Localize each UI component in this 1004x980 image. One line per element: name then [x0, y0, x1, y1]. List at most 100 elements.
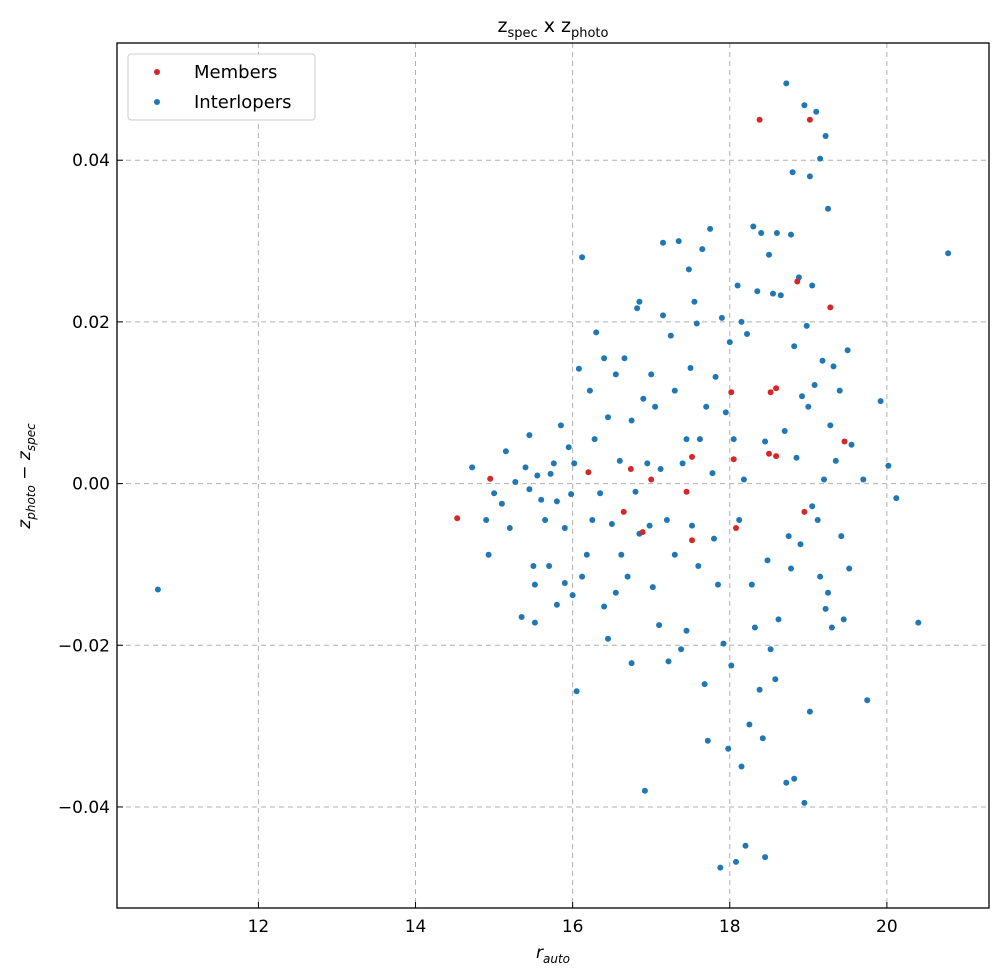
interloper-point — [785, 533, 792, 540]
y-tick-label: 0.04 — [72, 151, 110, 171]
y-tick-label: −0.04 — [58, 798, 110, 818]
interloper-point — [561, 525, 568, 531]
interloper-point — [793, 454, 800, 461]
interloper-point — [734, 282, 741, 289]
interloper-point — [687, 365, 694, 371]
interloper-point — [783, 779, 790, 786]
interloper-point — [788, 231, 794, 238]
interloper-point — [756, 686, 763, 693]
interloper-point — [657, 466, 664, 472]
interloper-point — [616, 457, 623, 464]
interloper-point — [805, 403, 812, 410]
grid-lines — [117, 43, 989, 908]
interloper-point — [822, 133, 829, 139]
interloper-point — [817, 155, 824, 162]
y-axis-label: zphoto − zspec — [15, 423, 38, 530]
interloper-point — [628, 417, 635, 424]
interloper-point — [748, 581, 755, 588]
interloper-point — [730, 436, 737, 443]
interloper-point — [801, 799, 808, 806]
interloper-point — [502, 448, 509, 455]
y-tick-label: 0.02 — [72, 313, 110, 333]
interloper-point — [844, 347, 851, 354]
interloper-point — [809, 503, 816, 510]
interloper-point — [665, 658, 672, 665]
interloper-point — [945, 250, 952, 257]
interloper-point — [526, 432, 533, 439]
interloper-point — [728, 662, 735, 669]
member-point — [639, 529, 646, 536]
interloper-point — [671, 387, 678, 394]
interloper-point — [579, 254, 586, 261]
interloper-point — [838, 533, 845, 540]
interloper-point — [512, 479, 519, 485]
interloper-point — [542, 517, 549, 523]
interloper-point — [709, 470, 716, 477]
interloper-point — [573, 688, 580, 695]
interloper-point — [522, 464, 529, 471]
member-point — [627, 466, 634, 472]
interloper-point — [718, 314, 725, 321]
member-point — [728, 389, 735, 396]
interloper-point — [711, 535, 717, 542]
member-point — [730, 456, 737, 463]
interloper-point — [561, 580, 568, 586]
interloper-point — [644, 460, 651, 467]
interloper-point — [788, 565, 794, 572]
interloper-point — [725, 745, 732, 752]
interloper-point — [840, 616, 847, 623]
interloper-point — [821, 476, 827, 483]
interloper-point — [799, 393, 805, 400]
interloper-point — [656, 622, 663, 629]
member-point — [689, 453, 695, 460]
interloper-point — [781, 428, 788, 434]
interloper-point — [817, 573, 824, 580]
interloper-point — [612, 589, 619, 596]
member-point — [773, 453, 780, 460]
interloper-point — [618, 551, 625, 558]
legend-box — [127, 53, 316, 121]
interloper-point — [469, 464, 476, 471]
legend-interlopers-label: Interlopers — [194, 92, 292, 113]
interloper-point — [531, 619, 538, 626]
interloper-point — [864, 697, 871, 704]
interloper-point — [893, 495, 900, 502]
interloper-point — [797, 541, 804, 548]
interloper-point — [634, 305, 641, 312]
interloper-point — [675, 238, 682, 245]
interloper-point — [683, 627, 690, 634]
interloper-point — [571, 460, 578, 467]
interloper-point — [701, 681, 708, 688]
interloper-point — [648, 371, 655, 378]
interloper-point — [593, 329, 600, 336]
x-tick-label: 18 — [719, 917, 741, 937]
interloper-point — [733, 858, 739, 865]
interloper-point — [663, 517, 670, 523]
axis-ticks: 12 14 16 18 20 −0.04 −0.02 0.00 0.02 0.04 — [58, 151, 898, 937]
interloper-point — [547, 470, 554, 477]
interloper-point — [742, 842, 749, 849]
interloper-point — [685, 266, 692, 273]
interloper-point — [758, 230, 765, 236]
interloper-point — [597, 490, 604, 497]
interloper-point — [601, 355, 608, 362]
interloper-point — [531, 581, 538, 588]
legend-members-marker — [154, 69, 160, 75]
interloper-point — [773, 230, 780, 236]
interloper-point — [791, 775, 798, 782]
interloper-point — [822, 605, 829, 612]
interloper-point — [671, 551, 678, 558]
member-point — [454, 515, 461, 522]
interloper-point — [806, 708, 813, 715]
interloper-point — [621, 355, 628, 362]
interloper-point — [565, 444, 572, 451]
legend: Members Interlopers — [127, 53, 316, 121]
interloper-point — [557, 422, 564, 429]
interloper-point — [605, 414, 611, 421]
interloper-point — [715, 581, 721, 588]
interloper-point — [750, 223, 757, 230]
member-point — [620, 508, 627, 515]
legend-interlopers-marker — [154, 99, 160, 105]
interloper-point — [736, 517, 743, 523]
